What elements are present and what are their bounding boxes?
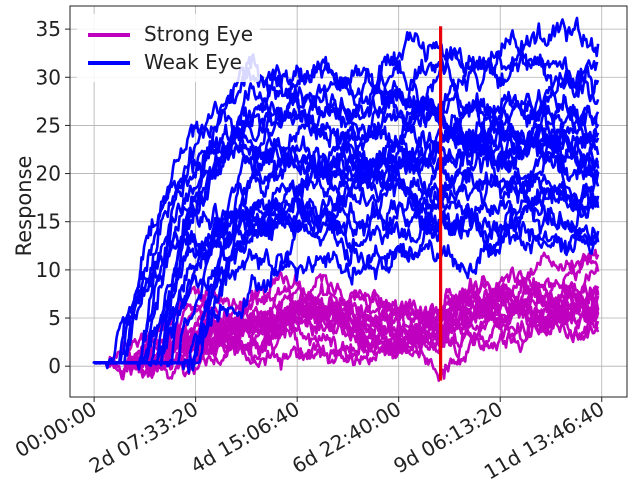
x-tick-label: 2d 07:33:20 [85, 397, 202, 479]
y-tick-label: 30 [36, 65, 61, 89]
plot-area [92, 16, 600, 382]
y-axis-label: Response [12, 156, 36, 257]
y-tick-label: 20 [36, 162, 61, 186]
weak-eye-line [92, 16, 600, 365]
legend: Strong Eye Weak Eye [77, 14, 260, 82]
y-tick-labels: 0 5 10 15 20 25 30 35 [36, 17, 61, 378]
strong-eye-line [92, 277, 600, 371]
y-tick-label: 5 [48, 306, 61, 330]
x-tick-label: 6d 22:40:00 [288, 397, 405, 479]
plot-frame [69, 5, 628, 398]
legend-label-strong-eye: Strong Eye [144, 22, 253, 46]
weak-eye-line [92, 29, 599, 365]
weak-eye-line [92, 112, 600, 368]
axes [65, 5, 628, 402]
y-tick-label: 35 [36, 17, 61, 41]
legend-label-weak-eye: Weak Eye [144, 50, 242, 74]
y-tick-label: 25 [36, 113, 61, 137]
y-tick-label: 15 [36, 210, 61, 234]
weak-eye-line [92, 68, 600, 371]
weak-eye-line [92, 105, 600, 365]
y-tick-label: 0 [48, 354, 61, 378]
x-tick-label: 4d 15:06:40 [186, 397, 303, 479]
x-tick-label: 00:00:00 [11, 397, 101, 463]
y-tick-label: 10 [36, 258, 61, 282]
